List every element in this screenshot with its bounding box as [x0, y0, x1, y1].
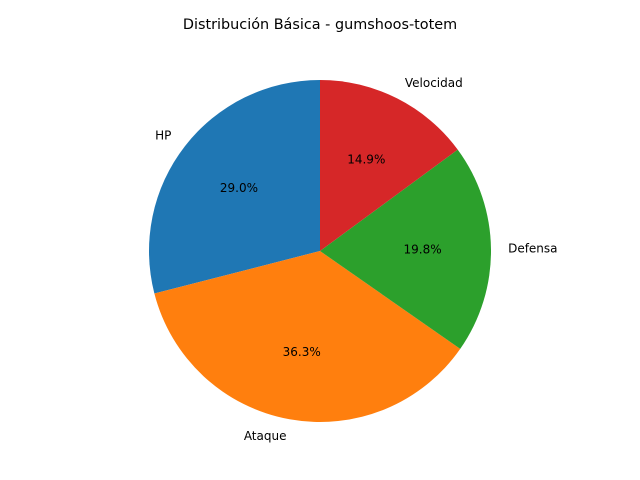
pie-slice-hp — [148, 80, 320, 294]
pie-slices — [148, 80, 491, 423]
chart-title: Distribución Básica - gumshoos-totem — [183, 17, 457, 33]
pie-labels: HP 29.0% Ataque 36.3% Defensa 19.8% Velocidad 1… — [155, 76, 557, 443]
pie-slice-velocidad — [320, 80, 458, 251]
slice-label-defensa: Defensa — [508, 242, 557, 256]
slice-pct-velocidad: 14.9% — [347, 152, 385, 166]
slice-label-velocidad: Velocidad — [405, 76, 463, 90]
slice-pct-hp: 29.0% — [220, 181, 258, 195]
slice-label-ataque: Ataque — [244, 429, 287, 443]
slice-pct-ataque: 36.3% — [283, 345, 321, 359]
slice-label-hp: HP — [155, 129, 171, 143]
pie-slice-defensa — [320, 149, 491, 349]
slice-pct-defensa: 19.8% — [404, 243, 442, 257]
pie-slice-ataque — [154, 251, 461, 423]
